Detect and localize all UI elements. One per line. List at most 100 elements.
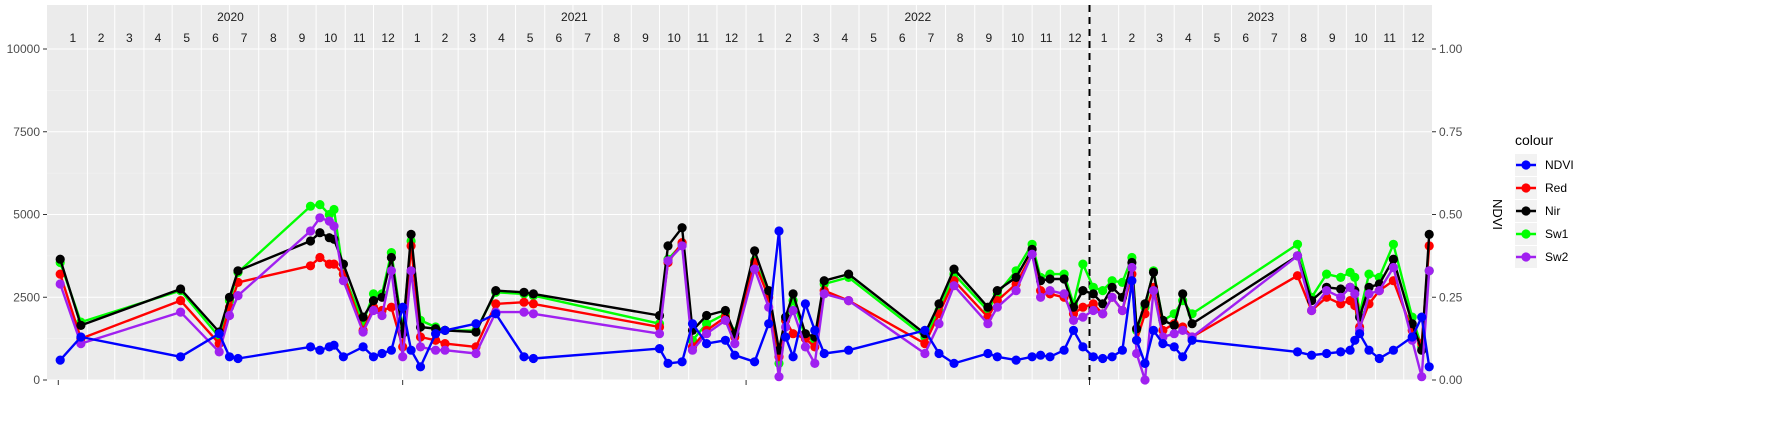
data-point-nir (368, 296, 379, 306)
data-point-red (992, 296, 1002, 306)
data-point-ndvi (214, 329, 224, 339)
data-point-sw2 (1322, 286, 1332, 296)
data-point-ndvi (1117, 345, 1127, 355)
month-label: 7 (241, 31, 248, 45)
data-point-nir (677, 223, 687, 233)
data-point-nir (720, 305, 731, 316)
data-point-sw2 (774, 372, 784, 382)
data-point-sw2 (1148, 286, 1159, 296)
year-label: 2023 (1247, 10, 1274, 24)
data-point-ndvi (440, 325, 450, 335)
data-point-sw2 (1059, 289, 1069, 299)
data-point-ndvi (844, 345, 854, 355)
data-point-sw2 (1169, 329, 1179, 339)
y-tick-label: 0 (33, 373, 40, 387)
data-point-sw1 (1078, 259, 1088, 269)
data-point-nir (663, 241, 673, 251)
legend-label: Nir (1545, 204, 1560, 218)
data-point-ndvi (992, 352, 1002, 362)
month-label: 7 (584, 31, 591, 45)
data-point-red (1336, 299, 1346, 309)
data-point-nir (1098, 299, 1108, 309)
data-point-sw2 (358, 327, 368, 337)
data-point-red (491, 299, 501, 309)
month-label: 10 (324, 31, 338, 45)
y-axis-right: 0.00 0.25 0.50 0.75 1.00 (1432, 42, 1463, 387)
month-label: 12 (1411, 31, 1425, 45)
data-point-sw1 (1388, 239, 1398, 249)
data-point-ndvi (774, 226, 784, 236)
data-point-sw2 (1292, 251, 1303, 261)
legend-item: Sw2 (1515, 246, 1569, 268)
data-point-sw2 (687, 345, 698, 355)
data-point-sw2 (519, 307, 529, 317)
data-point-nir (176, 284, 186, 294)
data-point-nir (1107, 282, 1117, 292)
data-point-ndvi (386, 345, 396, 355)
data-point-ndvi (368, 352, 379, 362)
data-point-ndvi (687, 319, 698, 329)
data-point-ndvi (730, 350, 740, 360)
data-point-nir (305, 236, 316, 246)
year-label: 2020 (217, 10, 244, 24)
data-point-ndvi (233, 353, 243, 364)
series-layer (55, 200, 1434, 385)
y2-axis-title: NDVI (1490, 199, 1505, 230)
data-point-red (440, 339, 450, 349)
month-label: 5 (183, 31, 190, 45)
data-point-ndvi (315, 345, 325, 355)
data-point-sw2 (1374, 286, 1384, 296)
data-point-sw2 (1045, 286, 1055, 296)
data-point-sw2 (1098, 309, 1108, 319)
data-point-sw2 (329, 221, 339, 231)
data-point-ndvi (654, 344, 665, 354)
data-point-sw2 (1107, 292, 1117, 302)
data-point-sw1 (1350, 272, 1360, 282)
data-point-sw2 (406, 266, 416, 276)
data-point-nir (1424, 229, 1434, 239)
data-point-red (788, 329, 798, 339)
y2-tick-label: 0.50 (1439, 208, 1463, 222)
data-point-ndvi (1045, 352, 1055, 362)
month-label: 9 (299, 31, 306, 45)
month-label: 5 (1214, 31, 1221, 45)
month-label: 6 (556, 31, 563, 45)
legend-label: NDVI (1545, 158, 1574, 172)
data-point-ndvi (1424, 362, 1434, 372)
month-label: 6 (1242, 31, 1249, 45)
data-point-nir (844, 269, 854, 279)
data-point-nir (224, 292, 235, 302)
y-tick-label: 5000 (13, 208, 40, 222)
month-label: 9 (985, 31, 992, 45)
month-label: 3 (813, 31, 820, 45)
data-point-red (55, 269, 65, 279)
month-label: 8 (1300, 31, 1307, 45)
data-point-nir (1187, 319, 1197, 329)
data-point-sw2 (315, 213, 325, 223)
data-point-ndvi (329, 340, 339, 350)
data-point-nir (1364, 282, 1374, 292)
data-point-red (1292, 271, 1303, 281)
data-point-ndvi (663, 358, 673, 368)
x-axis-bottom (57, 380, 1091, 385)
legend-label: Red (1545, 181, 1567, 195)
month-label: 11 (353, 31, 366, 45)
data-point-ndvi (528, 353, 539, 364)
data-point-nir (1148, 267, 1159, 277)
data-point-ndvi (788, 352, 798, 362)
data-point-ndvi (1132, 335, 1142, 345)
data-point-ndvi (1187, 335, 1197, 345)
data-point-ndvi (1011, 355, 1021, 365)
data-point-nir (315, 228, 325, 238)
data-point-nir (358, 312, 368, 322)
data-point-sw2 (934, 319, 944, 329)
month-label: 2 (442, 31, 449, 45)
data-point-sw2 (305, 226, 316, 236)
data-point-ndvi (519, 352, 529, 362)
data-point-sw1 (315, 200, 325, 210)
month-label: 1 (70, 31, 77, 45)
data-point-ndvi (702, 339, 712, 349)
data-point-sw2 (338, 276, 348, 286)
